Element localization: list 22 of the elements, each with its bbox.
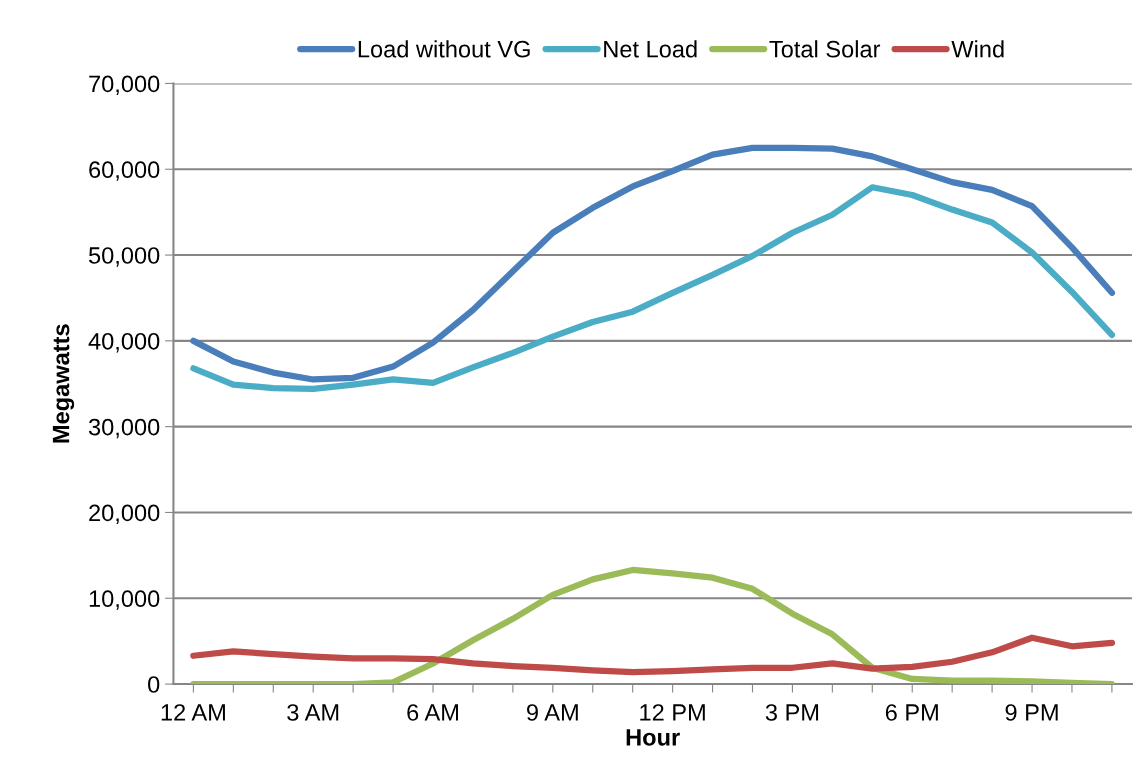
y-tick-label: 50,000 (88, 247, 160, 267)
y-axis-title: Megawatts (52, 324, 75, 443)
legend-label: Net Load (604, 40, 697, 58)
x-tick-label: 6 PM (885, 704, 938, 721)
x-tick-label: 6 AM (407, 704, 458, 721)
x-tick-label: 3 AM (287, 704, 339, 721)
x-axis-title: Hour (626, 729, 680, 746)
y-tick-label: 10,000 (89, 590, 160, 610)
legend-label: Load without VG (358, 40, 530, 58)
y-tick-label: 0 (148, 676, 160, 693)
legend-label: Total Solar (769, 40, 881, 58)
y-tick-label: 30,000 (88, 418, 160, 439)
x-tick-label: 12 PM (640, 704, 705, 721)
y-tick-label: 20,000 (89, 504, 160, 525)
y-tick-label: 70,000 (89, 75, 160, 96)
legend-label: Wind (951, 40, 1004, 58)
x-tick-label: 3 PM (765, 704, 819, 721)
x-tick-label: 9 AM (527, 704, 578, 721)
x-tick-label: 12 AM (161, 704, 225, 721)
x-tick-label: 9 PM (1005, 704, 1058, 721)
y-tick-label: 60,000 (89, 161, 160, 181)
y-tick-label: 40,000 (88, 332, 160, 353)
